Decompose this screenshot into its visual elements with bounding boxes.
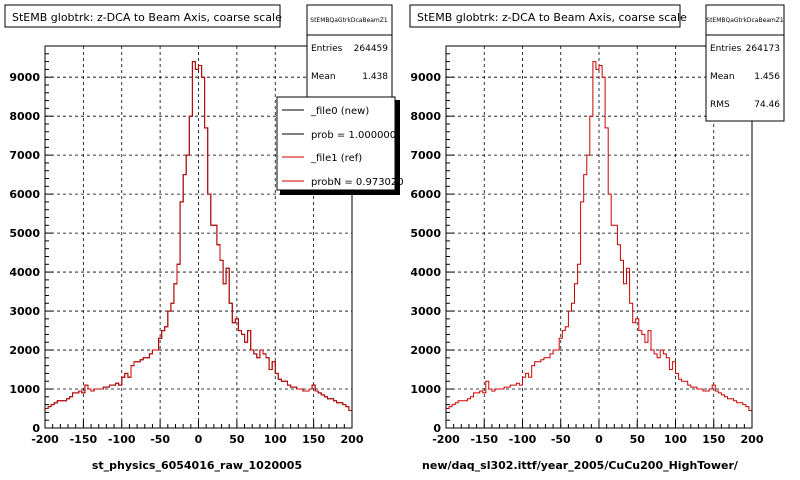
right-y-tick-label: 6000 (410, 188, 441, 201)
right-y-tick-label: 3000 (410, 305, 441, 318)
right-y-tick-label: 4000 (410, 266, 441, 279)
right-stats-rms-value: 74.46 (754, 100, 780, 110)
right-stats-entries-label: Entries (710, 44, 742, 54)
left-stats-name: StEMBQaGtrkDcaBeamZ1 (310, 17, 388, 24)
right-x-tick-label: 200 (741, 433, 764, 446)
right-title: StEMB globtrk: z-DCA to Beam Axis, coars… (417, 11, 687, 24)
right-y-tick-label: 0 (433, 422, 441, 435)
right-x-tick-label: 50 (630, 433, 646, 446)
left-y-tick-label: 3000 (9, 305, 40, 318)
right-x-axis-label: new/daq_sl302.ittf/year_2005/CuCu200_Hig… (422, 459, 739, 472)
right-x-tick-label: -100 (509, 433, 537, 446)
left-y-tick-label: 2000 (9, 344, 40, 357)
right-x-tick-label: 100 (664, 433, 687, 446)
right-stats-entries-value: 264173 (746, 44, 780, 54)
right-y-tick-label: 1000 (410, 383, 441, 396)
right-y-tick-label: 7000 (410, 149, 441, 162)
left-legend: _file0 (new) prob = 1.000000 _file1 (ref… (276, 96, 404, 195)
right-y-tick-label: 8000 (410, 110, 441, 123)
left-x-tick-label: 200 (341, 433, 364, 446)
right-x-tick-label: -200 (432, 433, 460, 446)
left-stats-entries-label: Entries (311, 44, 343, 54)
right-pad: -200 -150 -100 -50 0 50 100 150 2000100020003000… (409, 4, 785, 472)
left-y-tick-label: 4000 (9, 266, 40, 279)
left-y-tick-label: 0 (32, 422, 40, 435)
left-x-axis-label: st_physics_6054016_raw_1020005 (92, 459, 302, 472)
left-stats-mean-value: 1.438 (362, 72, 388, 82)
legend-entry-2-label: _file1 (ref) (310, 153, 362, 164)
left-pad: -200 -150 -100 -50 0 50 100 150 2000100020003000… (4, 4, 404, 472)
left-histogram-series-1 (45, 61, 352, 411)
right-histogram-series-0 (446, 61, 752, 411)
right-x-tick-label: 0 (595, 433, 603, 446)
left-x-tick-label: 0 (195, 433, 203, 446)
right-stats-mean-label: Mean (710, 72, 735, 82)
left-y-tick-label: 1000 (9, 383, 40, 396)
left-stats-entries-value: 264459 (354, 44, 389, 54)
right-x-tick-label: -50 (551, 433, 571, 446)
left-plot-area: -200 -150 -100 -50 0 50 100 150 2000100020003000… (9, 45, 364, 446)
right-y-tick-label: 5000 (410, 227, 441, 240)
left-y-tick-label: 5000 (9, 227, 40, 240)
left-stats-mean-label: Mean (311, 72, 336, 82)
right-title-box (409, 4, 681, 28)
right-stats-mean-value: 1.456 (754, 72, 780, 82)
right-y-tick-label: 9000 (410, 71, 441, 84)
left-y-tick-label: 8000 (9, 110, 40, 123)
right-x-tick-label: 150 (702, 433, 725, 446)
left-x-tick-label: 50 (229, 433, 245, 446)
legend-entry-3-label: probN = 0.973020 (311, 177, 404, 188)
left-y-tick-label: 9000 (9, 71, 40, 84)
left-x-tick-label: -100 (108, 433, 136, 446)
left-x-tick-label: -200 (31, 433, 59, 446)
left-x-tick-label: -150 (70, 433, 98, 446)
left-x-tick-label: 100 (264, 433, 287, 446)
right-stats-rms-label: RMS (710, 100, 730, 110)
left-title-box (4, 4, 281, 28)
right-stats-box: StEMBQaGtrkDcaBeamZ1 Entries 264173 Mean… (705, 4, 785, 122)
left-x-tick-label: -50 (150, 433, 170, 446)
left-x-tick-label: 150 (302, 433, 325, 446)
right-plot-area: -200 -150 -100 -50 0 50 100 150 2000100020003000… (410, 45, 764, 446)
legend-entry-0-label: _file0 (new) (310, 106, 369, 117)
legend-entry-1-label: prob = 1.000000 (311, 130, 396, 141)
right-y-tick-label: 2000 (410, 344, 441, 357)
right-x-tick-label: -150 (470, 433, 498, 446)
left-y-tick-label: 7000 (9, 149, 40, 162)
right-stats-name: StEMBQaGtrkDcaBeamZ1 (706, 17, 784, 24)
left-title: StEMB globtrk: z-DCA to Beam Axis, coars… (12, 11, 282, 24)
left-y-tick-label: 6000 (9, 188, 40, 201)
